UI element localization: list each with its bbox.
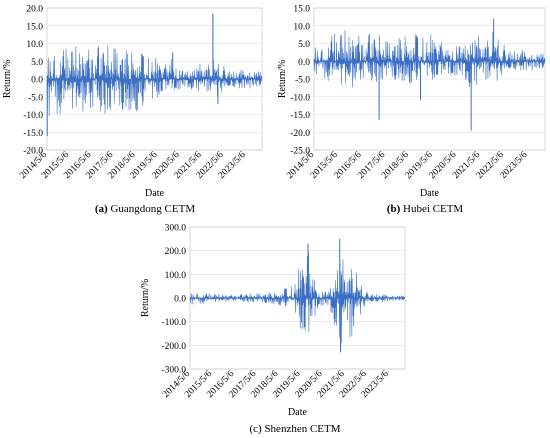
series-line — [313, 30, 546, 88]
y-axis-title: Return/% — [2, 60, 13, 98]
x-axis-title: Date — [288, 407, 307, 415]
caption-letter: (a) — [94, 203, 108, 215]
y-tick-label: -5.0 — [28, 93, 43, 103]
y-axis-title: Return/% — [277, 60, 288, 98]
y-axis-title: Return/% — [140, 279, 151, 317]
y-tick-label: 5.0 — [298, 40, 310, 50]
x-axis-title: Date — [420, 188, 439, 199]
plot-frame — [313, 7, 546, 151]
y-tick-label: -10.0 — [290, 93, 310, 103]
y-tick-label: 300.0 — [165, 224, 187, 234]
caption-guangdong: (a) Guangdong CETM — [60, 203, 230, 215]
caption-text: Guangdong CETM — [107, 203, 196, 215]
y-tick-label: -15.0 — [290, 111, 310, 121]
y-tick-label: 15.0 — [293, 5, 310, 15]
y-tick-label: 100.0 — [165, 271, 187, 281]
series-line — [189, 252, 406, 344]
y-tick-label: -20.0 — [290, 129, 310, 139]
caption-letter: (b) — [386, 203, 401, 215]
y-tick-label: -100.0 — [161, 318, 186, 328]
y-tick-label: 5.0 — [31, 58, 43, 68]
y-tick-label: 0.0 — [174, 295, 186, 305]
y-tick-label: -200.0 — [161, 342, 186, 352]
y-tick-label: -10.0 — [23, 111, 43, 121]
y-tick-label: 0.0 — [31, 76, 43, 86]
y-tick-label: 20.0 — [26, 5, 43, 15]
chart-guangdong: 20.015.010.05.00.0-5.0-10.0-15.0-20.0201… — [2, 5, 263, 199]
x-axis-title: Date — [145, 188, 164, 199]
y-tick-label: -15.0 — [23, 129, 43, 139]
y-tick-label: 0.0 — [298, 58, 310, 68]
y-tick-label: -5.0 — [295, 76, 310, 86]
chart-hubei: 15.010.05.00.0-5.0-10.0-15.0-20.0-25.020… — [277, 5, 546, 199]
y-tick-label: 200.0 — [165, 247, 187, 257]
y-tick-label: 10.0 — [293, 22, 310, 32]
y-tick-label: 15.0 — [26, 22, 43, 32]
caption-text: (c) Shenzhen CETM — [249, 423, 341, 435]
y-tick-label: -20.0 — [23, 147, 43, 157]
y-tick-label: -25.0 — [290, 147, 310, 157]
y-tick-label: -300.0 — [161, 366, 186, 376]
y-tick-label: 10.0 — [26, 40, 43, 50]
chart-shenzhen: 300.0200.0100.00.0-100.0-200.0-300.02014… — [140, 224, 406, 415]
series-line — [46, 45, 263, 117]
caption-text: Hubei CETM — [400, 203, 464, 215]
caption-shenzhen: (c) Shenzhen CETM — [210, 423, 380, 435]
caption-hubei: (b) Hubei CETM — [340, 203, 510, 215]
